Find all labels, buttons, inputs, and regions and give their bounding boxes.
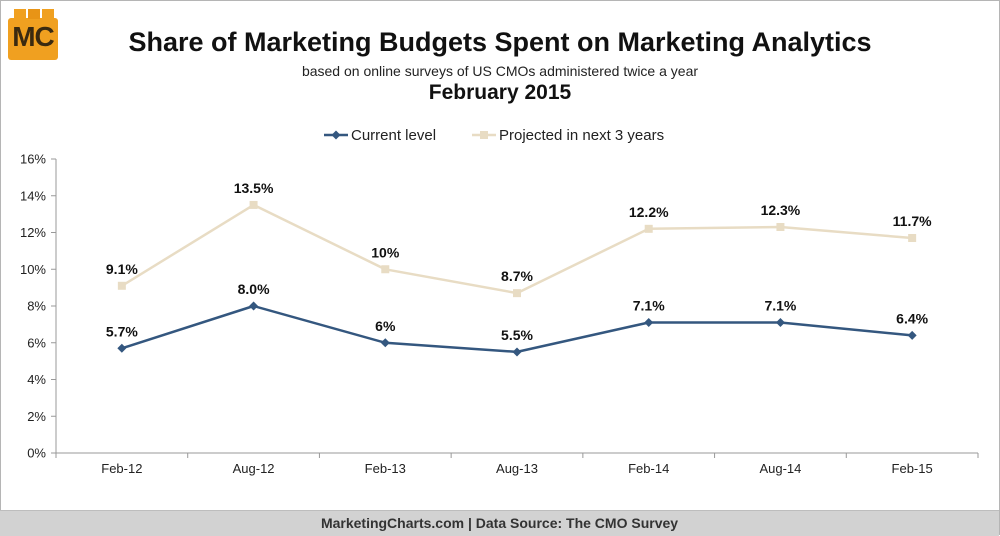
data-point-current	[117, 343, 127, 353]
data-label-current: 5.5%	[501, 327, 533, 343]
data-point-projected	[381, 265, 390, 274]
x-tick-label: Feb-14	[628, 461, 669, 476]
y-tick-label: 16%	[20, 152, 46, 167]
y-tick-label: 0%	[27, 446, 46, 461]
data-label-current: 8.0%	[238, 281, 270, 297]
logo-text: MC	[12, 21, 55, 52]
data-point-projected	[513, 289, 521, 298]
line-chart: 0% 2% 4% 6% 8% 10% 12% 14% 16% Feb-12 Aug-12 Feb-13…	[20, 127, 979, 476]
marketingcharts-logo: MC	[8, 9, 58, 60]
legend-marker-projected	[480, 131, 488, 139]
data-point-current	[775, 318, 785, 328]
chart-subtitle: based on online surveys of US CMOs admin…	[301, 63, 699, 79]
x-tick-label: Feb-12	[101, 461, 142, 476]
data-label-projected: 13.5%	[234, 180, 274, 196]
x-tick-label: Aug-12	[233, 461, 275, 476]
source-footer: MarketingCharts.com | Data Source: The C…	[0, 510, 999, 536]
data-label-projected: 11.7%	[893, 213, 932, 229]
data-point-current	[249, 301, 259, 311]
data-label-projected: 12.2%	[629, 204, 669, 220]
legend-label-projected: Projected in next 3 years	[499, 127, 664, 144]
data-label-current: 7.1%	[764, 298, 796, 314]
data-point-projected	[249, 200, 258, 209]
data-label-current: 6.4%	[896, 310, 928, 326]
data-point-current	[380, 338, 390, 348]
data-point-projected	[644, 224, 653, 233]
data-point-projected	[117, 281, 126, 290]
data-point-current	[512, 347, 522, 357]
x-tick-label: Aug-14	[759, 461, 801, 476]
y-tick-label: 14%	[20, 188, 46, 203]
data-label-current: 5.7%	[106, 323, 138, 339]
x-tick-label: Feb-13	[365, 461, 406, 476]
x-tick-label: Feb-15	[892, 461, 933, 476]
data-point-current	[644, 318, 654, 328]
chart-date: February 2015	[428, 81, 572, 104]
legend-marker-current	[331, 130, 341, 140]
data-label-projected: 9.1%	[106, 261, 138, 277]
y-tick-label: 2%	[27, 409, 46, 424]
data-label-projected: 8.7%	[501, 268, 533, 284]
data-label-current: 6%	[375, 318, 396, 334]
data-point-projected	[908, 234, 917, 243]
legend-label-current: Current level	[351, 127, 436, 144]
y-tick-label: 8%	[27, 299, 46, 314]
chart-title: Share of Marketing Budgets Spent on Mark…	[128, 27, 872, 57]
y-tick-label: 12%	[20, 225, 46, 240]
data-point-projected	[776, 222, 785, 231]
data-label-current: 7.1%	[633, 298, 665, 314]
y-tick-label: 6%	[27, 335, 46, 350]
data-label-projected: 12.3%	[761, 202, 801, 218]
y-tick-label: 10%	[20, 262, 46, 277]
data-label-projected: 10%	[371, 244, 400, 260]
y-tick-label: 4%	[27, 372, 46, 387]
x-tick-label: Aug-13	[496, 461, 538, 476]
data-point-current	[907, 330, 917, 340]
